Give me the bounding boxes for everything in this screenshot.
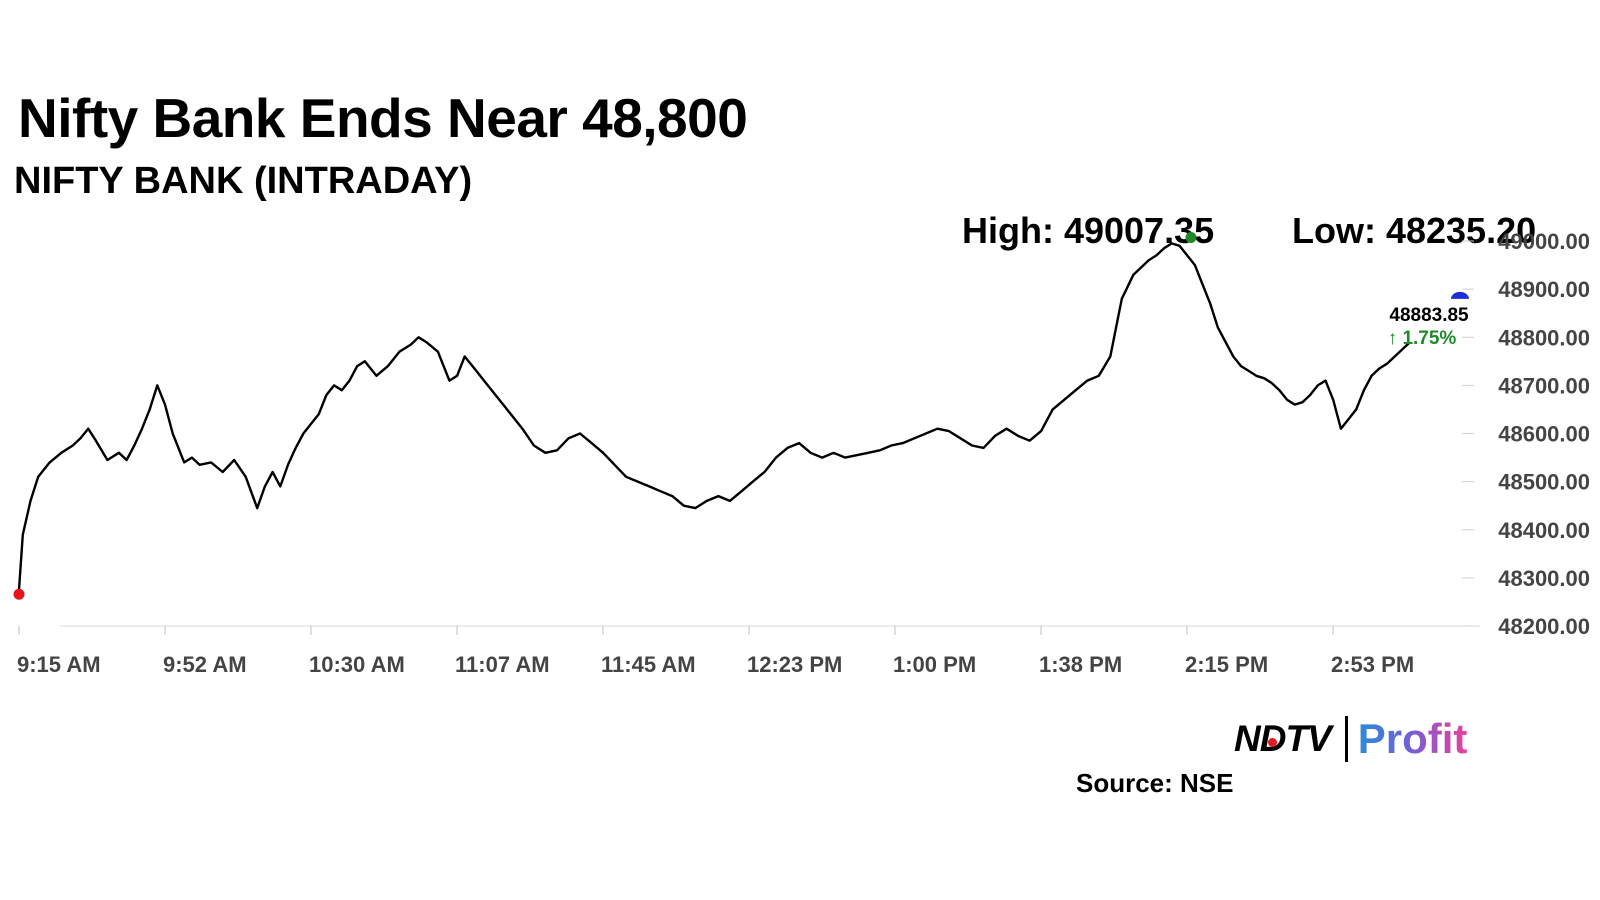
x-tick-label: 12:23 PM [747, 652, 842, 677]
ndtv-profit-logo: NDTV Profit [1234, 715, 1467, 763]
low-label: Low: 48235.20 [1292, 210, 1537, 251]
logo-dot-icon [1268, 738, 1277, 747]
x-tick-label: 11:07 AM [455, 652, 550, 677]
x-axis: 9:15 AM 9:52 AM 10:30 AM 11:07 AM 11:45 AM 12… [17, 626, 1414, 677]
x-tick-label: 10:30 AM [309, 652, 405, 677]
y-tick-label: 48200.00 [1498, 614, 1590, 639]
x-tick-label: 9:15 AM [17, 652, 101, 677]
change-percent-label: ↑ 1.75% [1388, 328, 1457, 349]
last-point-marker [1451, 291, 1469, 299]
x-tick-label: 9:52 AM [163, 652, 247, 677]
ndtv-wordmark: NDTV [1234, 718, 1332, 759]
x-tick-label: 2:53 PM [1331, 652, 1414, 677]
chart-subtitle: NIFTY BANK (INTRADAY) [14, 160, 473, 202]
x-tick-label: 1:38 PM [1039, 652, 1122, 677]
price-line [17, 242, 1411, 590]
y-axis: 48200.00 48300.00 48400.00 48500.00 48600.00… [1498, 229, 1590, 639]
x-tick-label: 11:45 AM [601, 652, 696, 677]
y-tick-label: 49000.00 [1498, 229, 1590, 254]
y-tick-label: 48600.00 [1498, 422, 1590, 447]
y-tick-label: 48500.00 [1498, 470, 1590, 495]
chart-title: Nifty Bank Ends Near 48,800 [18, 87, 748, 149]
profit-wordmark: Profit [1357, 715, 1468, 762]
y-tick-label: 48400.00 [1498, 518, 1590, 543]
y-tick-label: 48900.00 [1498, 277, 1590, 302]
y-tick-label: 48800.00 [1498, 325, 1590, 350]
source-note: Source: NSE [1076, 768, 1234, 798]
logo-divider [1344, 716, 1348, 762]
x-tick-label: 1:00 PM [893, 652, 976, 677]
open-point-marker [13, 588, 25, 600]
last-price-label: 48883.85 [1389, 305, 1469, 326]
y-tick-label: 48700.00 [1498, 373, 1590, 398]
y-grid [60, 240, 1480, 627]
high-point-marker [1185, 231, 1197, 243]
x-tick-label: 2:15 PM [1185, 652, 1268, 677]
y-tick-label: 48300.00 [1498, 566, 1590, 591]
markers [13, 231, 1469, 600]
